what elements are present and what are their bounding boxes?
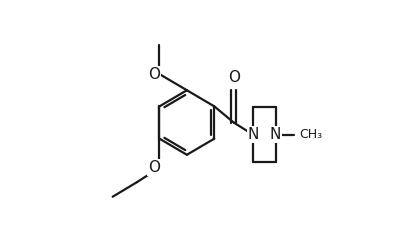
- Text: O: O: [148, 160, 160, 175]
- Text: CH₃: CH₃: [299, 128, 322, 141]
- Text: O: O: [228, 70, 240, 85]
- Text: N: N: [270, 127, 281, 142]
- Text: N: N: [247, 127, 259, 142]
- Text: O: O: [148, 67, 160, 82]
